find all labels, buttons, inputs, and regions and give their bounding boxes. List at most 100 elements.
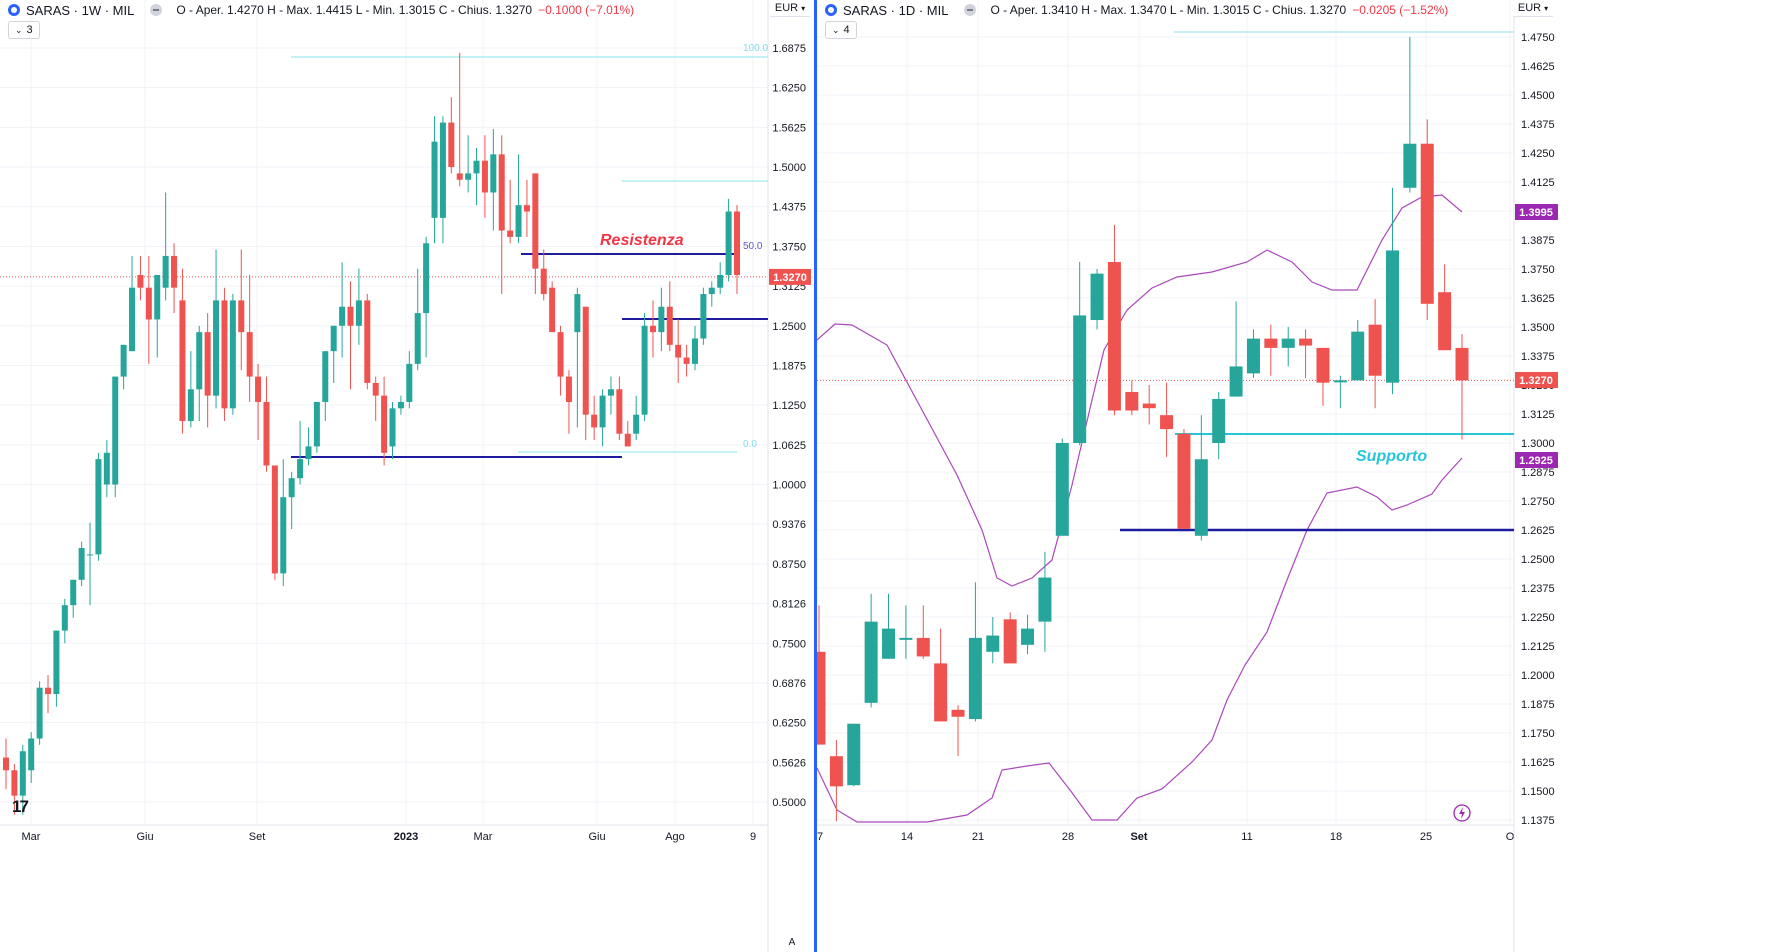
candle-body [1107,262,1121,411]
candle-body [473,160,480,174]
y-tick-label: 0.8126 [772,599,806,611]
y-tick-label: 1.6875 [772,43,806,55]
y-tick-label: 1.4375 [1521,119,1555,131]
y-tick-label: 0.6250 [772,718,806,730]
daily-chart-pane[interactable]: 7 14 21 28 Set 11 18 25 O 1.4750 1.4625 1.4500 1.437… [817,0,1767,952]
candle-body [154,274,161,320]
candle-body [1212,398,1226,443]
candle-body [364,300,371,383]
candle-body [1351,331,1365,381]
x-tick-label: 21 [972,831,984,843]
candle-body [297,459,304,479]
y-tick-label: 0.7500 [772,638,806,650]
y-tick-label: 0.5626 [772,757,806,769]
y-tick-label: 1.2125 [1521,641,1555,653]
candle-body [246,332,253,377]
daily-symbol[interactable]: SARAS · 1D · MIL [843,2,949,18]
y-tick-label: 1.1250 [772,400,806,412]
last-price-label-bg [1515,372,1558,388]
candle-body [490,154,497,193]
y-tick-label: 1.3875 [1521,235,1555,247]
candle-body [1385,250,1399,383]
fib-label-100: 100.0 [743,43,768,54]
candle-body [582,306,589,415]
candle-body [19,751,26,796]
candle-body [103,452,110,485]
pane-divider[interactable] [814,0,817,952]
visibility-icon[interactable] [964,4,977,16]
candle-body [179,300,186,422]
price-axis-bg [768,0,814,952]
weekly-currency-label: EUR [774,2,799,14]
candle-body [1125,391,1139,411]
x-tick-label: Set [1130,831,1147,843]
candle-body [171,255,178,288]
candle-body [540,268,547,295]
candle-body [347,306,354,326]
weekly-legend: SARAS · 1W · MIL O - Aper. 1.4270 H - Ma… [8,1,634,19]
x-tick-label: 11 [1241,831,1252,843]
weekly-chart[interactable]: Mar Giu Set 2023 Mar Giu Ago 9 1.6875 1.6250 1.562… [0,0,814,952]
daily-chart[interactable]: 7 14 21 28 Set 11 18 25 O 1.4750 1.4625 1.4500 1.437… [817,0,1767,952]
x-tick-label: Mar [22,831,41,843]
candle-body [1142,403,1156,409]
candle-body [28,738,35,771]
x-tick-label: 14 [901,831,913,843]
daily-change: −0.0205 (−1.52%) [1352,3,1449,17]
weekly-symbol[interactable]: SARAS · 1W · MIL [26,2,135,18]
candle-body [3,757,9,771]
candle-body [591,414,598,428]
x-tick-label: 2023 [394,831,418,843]
daily-legend: SARAS · 1D · MIL O - Aper. 1.3410 H - Ma… [825,1,1448,19]
candle-body [255,376,262,402]
bollinger-upper-band [817,194,1463,587]
chevron-down-icon: ⌄ [832,24,840,35]
y-tick-label: 1.3750 [1521,264,1555,276]
candle-body [1229,366,1243,397]
candle-body [649,325,656,333]
candle-body [691,338,698,364]
weekly-indicator-toggle[interactable]: ⌄ 3 [8,21,40,39]
daily-currency-button[interactable]: EUR ▾ [1513,0,1553,17]
candle-body [1003,619,1017,664]
visibility-icon[interactable] [150,4,163,16]
candle-body [221,300,228,409]
candle-body [162,255,169,288]
auto-scale-button[interactable]: A [788,936,796,948]
x-tick-label: O [1506,831,1515,843]
x-tick-label: Giu [588,831,605,843]
chevron-down-icon: ⌄ [15,24,23,35]
candle-body [11,770,18,796]
candle-body [607,389,614,396]
candle-body [112,376,119,485]
y-tick-label: 1.3000 [1521,438,1555,450]
lightning-icon [1453,804,1471,822]
weekly-chart-pane[interactable]: Mar Giu Set 2023 Mar Giu Ago 9 1.6875 1.6250 1.562… [0,0,814,952]
candle-body [339,306,346,326]
candle-body [313,401,320,447]
daily-currency-label: EUR [1517,2,1542,14]
candle-body [1021,628,1035,645]
candle-body [414,313,421,364]
candle-body [1281,338,1295,348]
candle-body [129,287,136,352]
y-tick-label: 1.0625 [772,440,806,452]
candle-body [397,401,404,409]
candle-body [406,363,413,402]
candle-body [465,173,472,180]
candle-body [1090,273,1104,321]
tradingview-logo: 17 [12,797,29,816]
daily-indicator-toggle[interactable]: ⌄ 4 [825,21,857,39]
candle-body [305,446,312,460]
candle-body [36,687,43,739]
y-tick-label: 1.1875 [1521,699,1555,711]
y-tick-label: 1.4125 [1521,177,1555,189]
weekly-currency-button[interactable]: EUR ▾ [770,0,810,17]
candle-body [120,344,127,377]
candle-body [574,294,581,333]
y-tick-label: 1.3625 [1521,293,1555,305]
candle-body [700,294,707,339]
chevron-down-icon: ▾ [801,3,806,13]
weekly-indicator-count: 3 [26,24,33,36]
candle-body [557,332,564,377]
